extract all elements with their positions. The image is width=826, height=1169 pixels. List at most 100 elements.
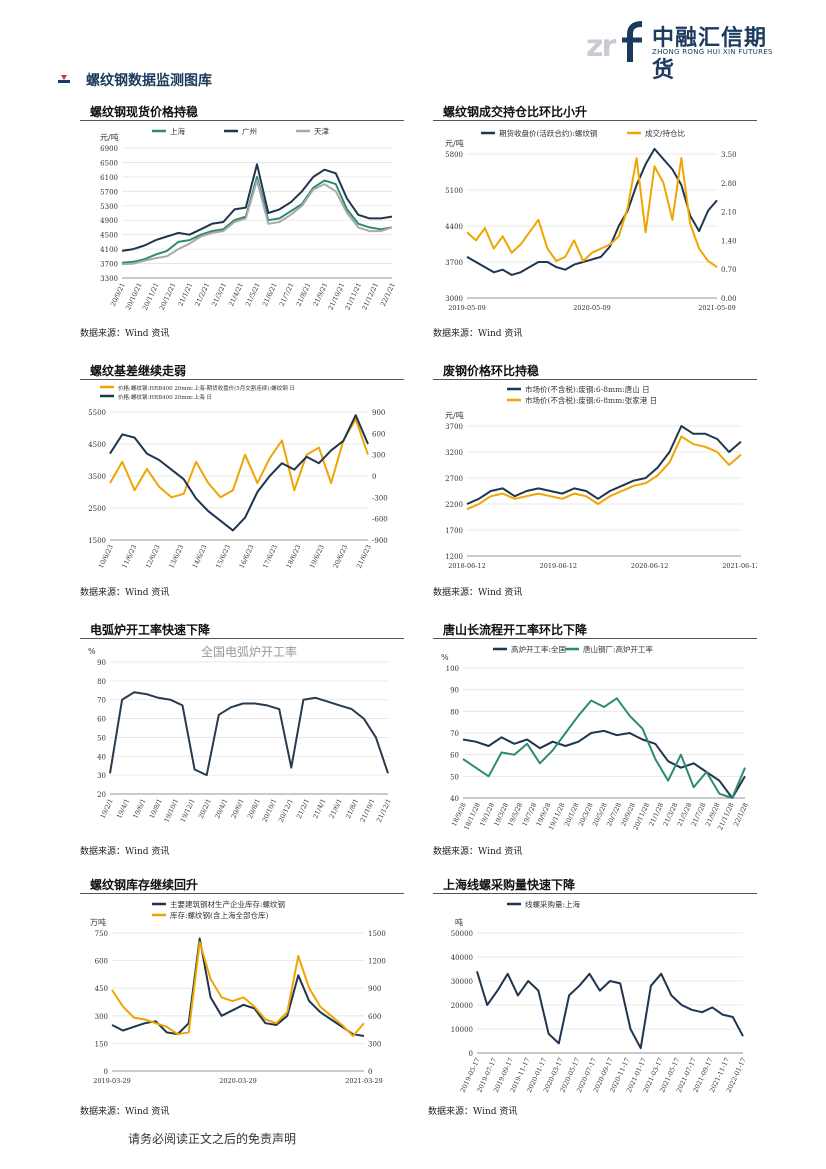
y-tick-label: 5500 <box>88 409 106 417</box>
data-source: 数据来源：Wind 资讯 <box>433 588 523 598</box>
y-tick-label: 5300 <box>100 203 118 211</box>
brand-name-en: ZHONG RONG HUI XIN FUTURES <box>652 48 773 56</box>
legend-label: 期货收盘价(活跃合约):螺纹钢 <box>499 128 597 138</box>
scrap-price-chart: 1200 1700 2200 2700 3200 3700 2018-06-12 2019-0… <box>433 382 757 578</box>
legend-label: 库存:螺纹钢(含上海全部仓库) <box>170 910 268 920</box>
arrow-bullet-icon <box>58 75 70 83</box>
series-line-0 <box>462 729 746 799</box>
rebar-spot-price-chart: 3300 3700 4100 4500 4900 5300 5700 6100 6500 6900… <box>80 124 404 320</box>
unit-label: 元/吨 <box>445 410 464 420</box>
series-line-0 <box>109 418 369 499</box>
legend-label: 市场价(不含税):废钢:6-8mm:张家港 日 <box>525 395 657 405</box>
chart-svg: 20 30 40 50 60 70 80 90 19/2/1 19/4/1 19/6/1 19/8/1… <box>88 644 393 824</box>
legend-label: 市场价(不含税):废钢:6-8mm:唐山 日 <box>525 384 650 394</box>
y-tick-label: 2700 <box>445 475 463 483</box>
y-tick-label: 80 <box>97 678 106 686</box>
x-tick-label: 21/9/21 <box>311 281 329 307</box>
y-tick-label: 90 <box>97 659 106 667</box>
chart-svg: 1500 2500 3500 4500 5500 -900 -600 -300 0 300 600 9… <box>88 384 388 570</box>
unit-label: 元/吨 <box>445 138 464 148</box>
y-tick-label: 5700 <box>100 188 118 196</box>
x-tick-label: 21/3/21 <box>210 281 228 307</box>
y-tick-label: 70 <box>97 697 106 705</box>
y-tick-label: 450 <box>95 985 108 993</box>
x-tick-label: 2021-06-12 <box>722 562 757 570</box>
y2-tick-label: 600 <box>372 430 385 438</box>
y-tick-label: 4100 <box>100 246 118 254</box>
x-tick-label: 20/4/1 <box>213 797 229 819</box>
x-tick-label: 19/12/1 <box>179 797 197 823</box>
x-tick-label: 2019-06-12 <box>540 562 577 570</box>
y-tick-label: 3000 <box>445 295 463 303</box>
chart-svg: 40506070809010018/9/2818/11/2819/1/2819/… <box>441 644 750 831</box>
divider <box>80 379 404 380</box>
legend-label: 天津 <box>314 127 329 136</box>
series-line-1 <box>111 941 365 1037</box>
series-line-1 <box>462 697 746 799</box>
x-tick-label: 13/6/23 <box>167 543 185 569</box>
x-tick-label: 20/6/1 <box>230 797 246 819</box>
y-tick-label: 150 <box>95 1040 108 1048</box>
disclaimer-note: 请务必阅读正文之后的免责声明 <box>128 1132 297 1146</box>
x-tick-label: 21/1/21 <box>176 281 194 307</box>
chart-title-2: 螺纹钢成交持仓比环比小升 <box>443 105 588 119</box>
y2-tick-label: 1200 <box>368 958 386 966</box>
chart-title-4: 废钢价格环比持稳 <box>443 364 540 378</box>
y2-tick-label: -600 <box>372 516 388 524</box>
y2-tick-label: 900 <box>368 985 381 993</box>
y2-tick-label: 2.80 <box>721 180 737 188</box>
y-tick-label: 10000 <box>451 1026 473 1034</box>
x-tick-label: 21/4/1 <box>311 797 327 819</box>
x-tick-label: 2020-06-12 <box>631 562 668 570</box>
y-tick-label: 4500 <box>88 441 106 449</box>
y2-tick-label: 0.00 <box>721 295 737 303</box>
x-tick-label: 21/12/21 <box>360 281 380 311</box>
chart-svg: 3300 3700 4100 4500 4900 5300 5700 6100 6500 6900… <box>100 126 397 311</box>
legend-label: 主要建筑钢材生产企业库存:螺纹钢 <box>170 899 285 909</box>
data-source: 数据来源：Wind 资讯 <box>80 329 170 339</box>
x-tick-label: 22/1/21 <box>379 281 397 307</box>
data-source: 数据来源：Wind 资讯 <box>428 1107 518 1117</box>
chart-inner-title: 全国电弧炉开工率 <box>201 644 297 659</box>
y2-tick-label: 3.50 <box>721 151 737 159</box>
x-tick-label: 10/6/23 <box>97 543 115 569</box>
y-tick-label: 60 <box>97 716 106 724</box>
y-tick-label: 600 <box>95 958 108 966</box>
y-tick-label: 300 <box>95 1013 108 1021</box>
y-tick-label: 2500 <box>88 505 106 513</box>
legend-label: 价格:螺纹钢:HRB400 20mm:上海-期货收盘价(5月交割连续):螺纹钢 … <box>118 384 295 392</box>
y2-tick-label: 1500 <box>368 930 386 938</box>
y-tick-label: 0 <box>104 1068 108 1076</box>
data-source: 数据来源：Wind 资讯 <box>80 847 170 857</box>
y-tick-label: 3700 <box>445 259 463 267</box>
divider <box>433 893 757 894</box>
y-tick-label: 40 <box>450 795 459 803</box>
x-tick-label: 21/2/21 <box>193 281 211 307</box>
x-tick-label: 20/10/1 <box>260 797 278 823</box>
y-tick-label: 90 <box>450 687 459 695</box>
chart-title-5: 电弧炉开工率快速下降 <box>90 623 211 637</box>
tangshan-bf-utilization-chart: 40 50 60 70 80 90 100 18/9/28 18/11/28 19/1/28 19/… <box>433 642 757 838</box>
chart-svg: 010000200003000040000500002019-05-172019… <box>451 899 748 1093</box>
y-tick-label: 80 <box>450 708 459 716</box>
series-line-1 <box>466 157 718 268</box>
y-tick-label: 3500 <box>88 473 106 481</box>
unit-label: 万吨 <box>90 917 106 927</box>
y2-tick-label: 2.10 <box>721 209 737 217</box>
y-tick-label: 2200 <box>445 501 463 509</box>
x-tick-label: 16/6/23 <box>238 543 256 569</box>
y-tick-label: 40000 <box>451 954 473 962</box>
svg-text:zr: zr <box>586 29 616 64</box>
y-tick-label: 60 <box>450 752 459 760</box>
chart-title-8: 上海线螺采购量快速下降 <box>443 878 576 892</box>
x-tick-label: 20/12/21 <box>158 281 178 311</box>
chart-title-3: 螺纹基差继续走弱 <box>90 364 187 378</box>
unit-label: % <box>441 653 449 662</box>
divider <box>80 893 404 894</box>
divider <box>433 379 757 380</box>
y-tick-label: 1200 <box>445 553 463 561</box>
y2-tick-label: -900 <box>372 537 388 545</box>
y-tick-label: 50 <box>450 773 459 781</box>
y2-tick-label: 0.70 <box>721 266 737 274</box>
y-tick-label: 50 <box>97 734 106 742</box>
